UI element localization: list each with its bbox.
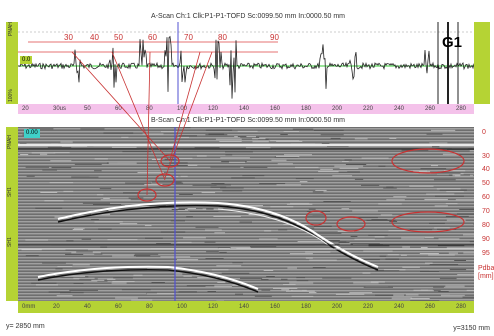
b-scan-badge: 0.00 <box>24 129 40 138</box>
a-scan-axis-label: 220 <box>363 106 374 112</box>
depth-label: 95 <box>482 250 490 257</box>
b-scan-axis-label: 220 <box>363 304 374 310</box>
a-scan-axis-label: 140 <box>239 106 250 112</box>
a-scan-axis-label: 180 <box>301 106 312 112</box>
b-scan-axis-label: 100 <box>177 304 188 310</box>
b-scan-axis-label: 60 <box>115 304 122 310</box>
angle-label: 50 <box>114 33 123 42</box>
depth-label: 0 <box>482 129 486 136</box>
b-scan-axis-label: 80 <box>146 304 153 310</box>
angle-label: 30 <box>64 33 73 42</box>
a-scan-axis-label: 200 <box>332 106 343 112</box>
angle-label: 60 <box>148 33 157 42</box>
b-scan-title: B-Scan Ch:1 Clk:P1-P1-TOFD Sc:0099.50 mm… <box>150 117 345 124</box>
depth-label: 30 <box>482 153 490 160</box>
a-scan-left-top-label: PNAH <box>8 22 14 36</box>
b-scan-left-label-1: PNAH <box>7 135 13 149</box>
a-scan-axis-label: 30us <box>53 106 67 112</box>
a-scan-axis-label: 120 <box>208 106 219 112</box>
b-scan-axis-label: 140 <box>239 304 250 310</box>
depth-label: 90 <box>482 236 490 243</box>
a-scan-axis-label: 100 <box>177 106 188 112</box>
a-scan-waveform <box>18 22 474 104</box>
b-scan-depth-scale <box>474 127 494 301</box>
b-scan-axis-label: 260 <box>425 304 436 310</box>
depth-unit-label: Pdba [mm] <box>478 265 494 280</box>
depth-label: 70 <box>482 208 490 215</box>
cursor-position-left: y= 2850 mm <box>6 323 45 330</box>
b-scan-texture <box>18 127 474 301</box>
a-scan-axis-label: 240 <box>394 106 405 112</box>
b-scan-axis[interactable]: 0mm 20 40 60 80 100 120 140 160 180 200 220 240 260 28… <box>18 301 474 313</box>
b-scan-axis-label: 180 <box>301 304 312 310</box>
angle-label: 70 <box>184 33 193 42</box>
a-scan-right-ruler[interactable] <box>474 22 490 104</box>
b-scan-axis-label: 200 <box>332 304 343 310</box>
b-scan-left-ruler[interactable]: PNAH SH1 SH1 <box>6 127 18 301</box>
angle-label: 80 <box>218 33 227 42</box>
b-scan-axis-label: 160 <box>270 304 281 310</box>
b-scan-axis-label: 20 <box>53 304 60 310</box>
a-scan-title: A-Scan Ch:1 Clk:P1-P1-TOFD Sc:0099.50 mm… <box>150 13 345 20</box>
b-scan-axis-label: 280 <box>456 304 467 310</box>
a-scan-axis-label: 50 <box>84 106 91 112</box>
a-scan-axis[interactable]: 20 30us 50 60 80 100 120 140 160 180 200 220 240 260 2… <box>18 104 474 114</box>
a-scan-plot[interactable] <box>18 22 474 104</box>
a-scan-axis-label: 160 <box>270 106 281 112</box>
cursor-position-right: y=3150 mm <box>453 325 490 332</box>
b-scan-image[interactable] <box>18 127 474 301</box>
b-scan-axis-label: 40 <box>84 304 91 310</box>
b-scan-left-label-2: SH1 <box>7 187 13 197</box>
angle-label: 90 <box>270 33 279 42</box>
a-scan-axis-label: 60 <box>115 106 122 112</box>
depth-label: 60 <box>482 194 490 201</box>
b-scan-axis-label: 0mm <box>22 304 36 310</box>
depth-label: 50 <box>482 180 490 187</box>
a-scan-axis-label: 20 <box>22 106 29 112</box>
a-scan-left-ruler[interactable]: PNAH 100% <box>6 22 18 104</box>
a-scan-left-bottom-label: 100% <box>8 89 14 102</box>
a-scan-axis-label: 260 <box>425 106 436 112</box>
a-scan-axis-label: 280 <box>456 106 467 112</box>
b-scan-left-label-3: SH1 <box>7 237 13 247</box>
depth-label: 80 <box>482 222 490 229</box>
b-scan-axis-label: 240 <box>394 304 405 310</box>
a-scan-amplitude-badge: 0.0 <box>20 56 33 64</box>
a-scan-axis-label: 80 <box>146 106 153 112</box>
depth-label: 40 <box>482 166 490 173</box>
angle-label: 40 <box>90 33 99 42</box>
gate-g1-label: G1 <box>442 34 463 51</box>
b-scan-axis-label: 120 <box>208 304 219 310</box>
